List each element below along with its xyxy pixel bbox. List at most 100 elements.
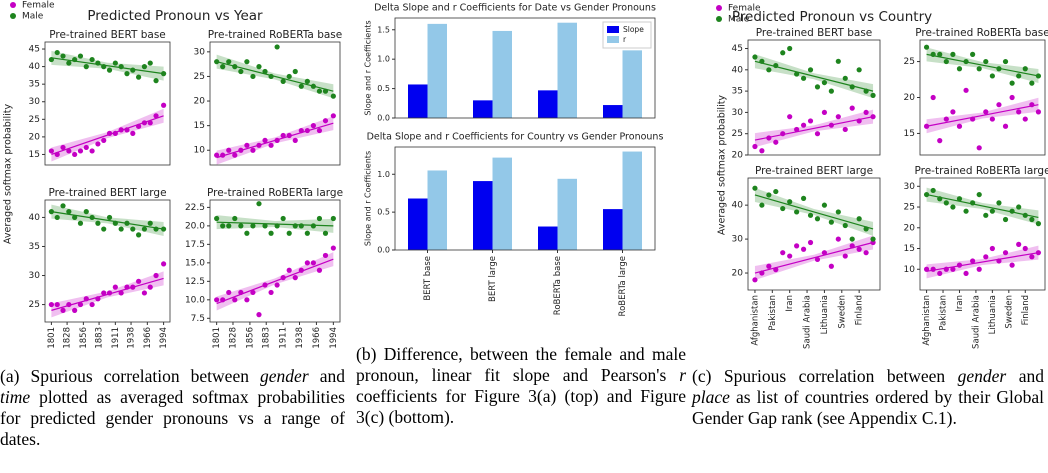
data-point	[863, 88, 869, 94]
legend-swatch	[607, 36, 619, 43]
data-point	[794, 209, 800, 215]
chart-title: Delta Slope and r Coefficients for Date …	[374, 3, 656, 14]
y-tick-label: 12.5	[185, 277, 205, 287]
data-point	[268, 230, 274, 236]
data-point	[292, 68, 298, 75]
x-tick-label: 1856	[245, 327, 255, 349]
data-point	[930, 51, 936, 57]
data-point	[983, 212, 989, 218]
x-tick-label: 1911	[279, 327, 289, 349]
legend-marker	[10, 13, 16, 19]
data-point	[280, 215, 286, 222]
data-point	[983, 254, 989, 260]
legend-label: Slope	[623, 25, 644, 34]
data-point	[956, 123, 963, 129]
data-point	[752, 143, 758, 150]
data-point	[930, 187, 936, 194]
data-point	[800, 246, 807, 252]
y-tick-label: 25	[904, 203, 915, 213]
data-point	[1002, 58, 1009, 65]
x-tick-label: 1828	[63, 327, 73, 349]
data-point	[286, 230, 292, 236]
data-point	[322, 118, 329, 124]
data-point	[976, 66, 982, 72]
data-point	[950, 204, 956, 210]
data-point	[250, 223, 256, 229]
data-point	[262, 223, 268, 229]
data-point	[943, 116, 949, 122]
data-point	[787, 114, 793, 120]
data-point	[60, 307, 66, 313]
axes-frame	[747, 39, 881, 156]
data-point	[996, 258, 1002, 264]
data-point	[814, 256, 821, 263]
data-point	[842, 253, 848, 259]
data-point	[800, 75, 807, 81]
data-point	[298, 223, 304, 229]
y-tick-label: 25	[904, 57, 915, 67]
y-tick-label: 20	[732, 269, 744, 279]
x-tick-label: Pakistan	[939, 295, 949, 331]
data-point	[101, 290, 107, 296]
y-tick-label: 1.5	[377, 25, 390, 34]
data-point	[95, 141, 101, 147]
data-point	[842, 75, 848, 81]
y-tick-label: 45	[29, 45, 40, 55]
data-point	[970, 116, 976, 122]
fit-line	[754, 241, 874, 274]
data-point	[1035, 73, 1042, 79]
data-point	[77, 148, 84, 154]
data-point	[298, 267, 304, 273]
data-point	[773, 267, 779, 273]
y-axis-label: Slope and r Coefficients	[364, 151, 373, 246]
data-point	[787, 199, 793, 205]
data-point	[996, 66, 1002, 72]
data-point	[238, 223, 244, 229]
data-point	[124, 71, 130, 77]
data-point	[1022, 245, 1028, 252]
axes-frame	[394, 146, 656, 251]
x-tick-label: BERT large	[488, 256, 498, 302]
fit-line	[926, 104, 1039, 127]
data-point	[1009, 208, 1015, 214]
data-point	[118, 64, 124, 70]
subplot-title: Pre-trained RoBERTa base	[208, 29, 342, 41]
data-point	[130, 130, 136, 136]
data-point	[214, 59, 220, 65]
data-point	[274, 44, 280, 50]
data-point	[292, 275, 298, 281]
x-tick-label: 1966	[312, 327, 322, 349]
data-point	[48, 148, 54, 154]
data-point	[835, 236, 841, 242]
y-tick-label: 30	[732, 108, 744, 118]
data-point	[1002, 250, 1009, 256]
y-tick-label: 15	[904, 244, 915, 254]
data-point	[310, 83, 316, 89]
data-point	[814, 131, 821, 137]
data-point	[759, 148, 765, 154]
data-point	[274, 137, 280, 143]
data-point	[1016, 73, 1022, 79]
x-tick-label: Finland	[1021, 295, 1031, 325]
data-point	[976, 145, 982, 151]
data-point	[780, 250, 786, 256]
legend-label: Male	[728, 15, 750, 25]
data-point	[943, 58, 949, 65]
data-point	[161, 261, 167, 267]
bar	[538, 226, 558, 250]
data-point	[828, 122, 834, 128]
data-point	[937, 51, 943, 57]
data-point	[262, 68, 268, 75]
data-point	[112, 220, 118, 226]
axes-frame	[209, 199, 341, 323]
data-point	[268, 73, 274, 80]
bar	[622, 151, 642, 250]
bar	[622, 50, 642, 119]
data-point	[124, 284, 130, 290]
x-tick-label: Sweden	[1004, 295, 1014, 329]
data-point	[304, 127, 310, 134]
data-point	[856, 246, 862, 252]
data-point	[766, 135, 772, 141]
data-point	[766, 67, 772, 73]
y-tick-label: 20	[29, 132, 41, 142]
